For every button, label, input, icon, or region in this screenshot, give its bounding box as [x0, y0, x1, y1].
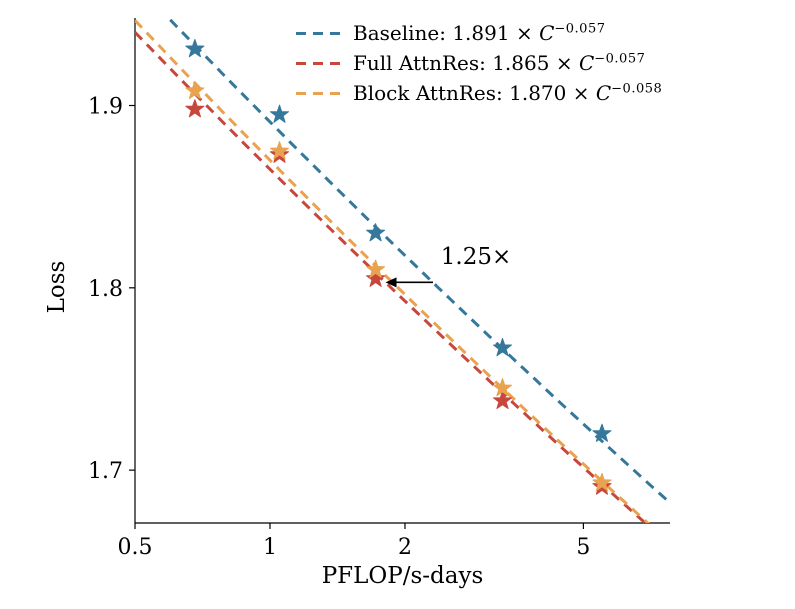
- y-tick-label: 1.9: [88, 95, 123, 120]
- legend-item-baseline: Baseline: 1.891 × C−0.057: [296, 18, 662, 48]
- full-attnres-dash-swatch: [296, 61, 342, 65]
- data-point-full-attnres: [493, 390, 512, 409]
- legend-item-block-attnres: Block AttnRes: 1.870 × C−0.058: [296, 78, 662, 108]
- legend-item-full-attnres: Full AttnRes: 1.865 × C−0.057: [296, 48, 662, 78]
- legend: Baseline: 1.891 × C−0.057 Full AttnRes: …: [296, 18, 662, 108]
- fit-line-baseline: [166, 18, 670, 504]
- x-tick-label: 2: [398, 535, 412, 560]
- y-axis-label: Loss: [44, 260, 70, 314]
- annotation-arrow-head: [385, 277, 397, 288]
- data-point-baseline: [592, 423, 612, 442]
- baseline-dash-swatch: [296, 31, 342, 35]
- x-tick-label: 5: [576, 535, 590, 560]
- data-point-baseline: [366, 223, 386, 242]
- x-tick-label: 0.5: [118, 535, 153, 560]
- data-point-block-attnres: [269, 141, 289, 160]
- fit-lines: [135, 18, 670, 523]
- math-variable: C: [595, 81, 612, 105]
- legend-text: Baseline: 1.891 ×: [353, 21, 540, 45]
- fit-line-block-attnres: [135, 19, 650, 523]
- x-tick-label: 1: [263, 535, 277, 560]
- data-point-full-attnres: [366, 268, 386, 287]
- y-tick-label: 1.7: [88, 459, 123, 484]
- block-attnres-dash-swatch: [296, 91, 342, 95]
- math-exponent: −0.057: [594, 51, 646, 67]
- data-point-block-attnres: [493, 378, 512, 397]
- math-exponent: −0.057: [554, 21, 606, 37]
- math-exponent: −0.058: [611, 81, 663, 97]
- data-point-block-attnres: [366, 259, 386, 278]
- data-point-full-attnres: [185, 99, 205, 118]
- legend-text: Block AttnRes: 1.870 ×: [353, 81, 596, 105]
- data-point-baseline: [269, 104, 289, 123]
- y-tick-label: 1.8: [88, 277, 123, 302]
- speedup-annotation: 1.25×: [440, 244, 512, 270]
- legend-label-full-attnres: Full AttnRes: 1.865 × C−0.057: [353, 51, 645, 75]
- fit-line-full-attnres: [135, 31, 648, 523]
- math-variable: C: [578, 51, 595, 75]
- legend-label-baseline: Baseline: 1.891 × C−0.057: [353, 21, 605, 45]
- data-point-block-attnres: [185, 80, 205, 100]
- data-point-block-attnres: [592, 472, 612, 492]
- data-point-baseline: [185, 39, 205, 58]
- legend-text: Full AttnRes: 1.865 ×: [353, 51, 579, 75]
- legend-label-block-attnres: Block AttnRes: 1.870 × C−0.058: [353, 81, 662, 105]
- data-point-baseline: [493, 338, 512, 357]
- math-variable: C: [539, 21, 555, 45]
- x-axis-label: PFLOP/s-days: [321, 563, 484, 589]
